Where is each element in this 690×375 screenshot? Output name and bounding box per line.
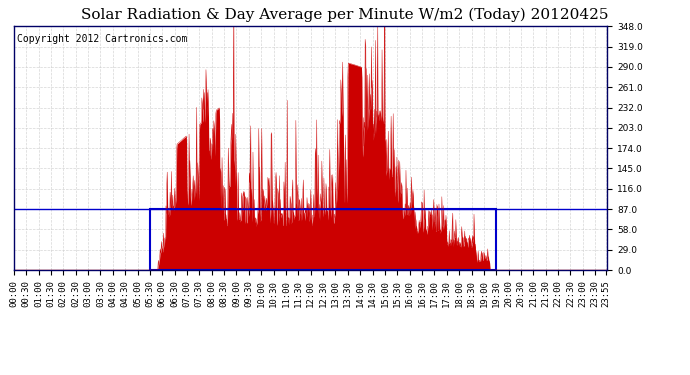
Text: Solar Radiation & Day Average per Minute W/m2 (Today) 20120425: Solar Radiation & Day Average per Minute… — [81, 8, 609, 22]
Text: Copyright 2012 Cartronics.com: Copyright 2012 Cartronics.com — [17, 34, 187, 44]
